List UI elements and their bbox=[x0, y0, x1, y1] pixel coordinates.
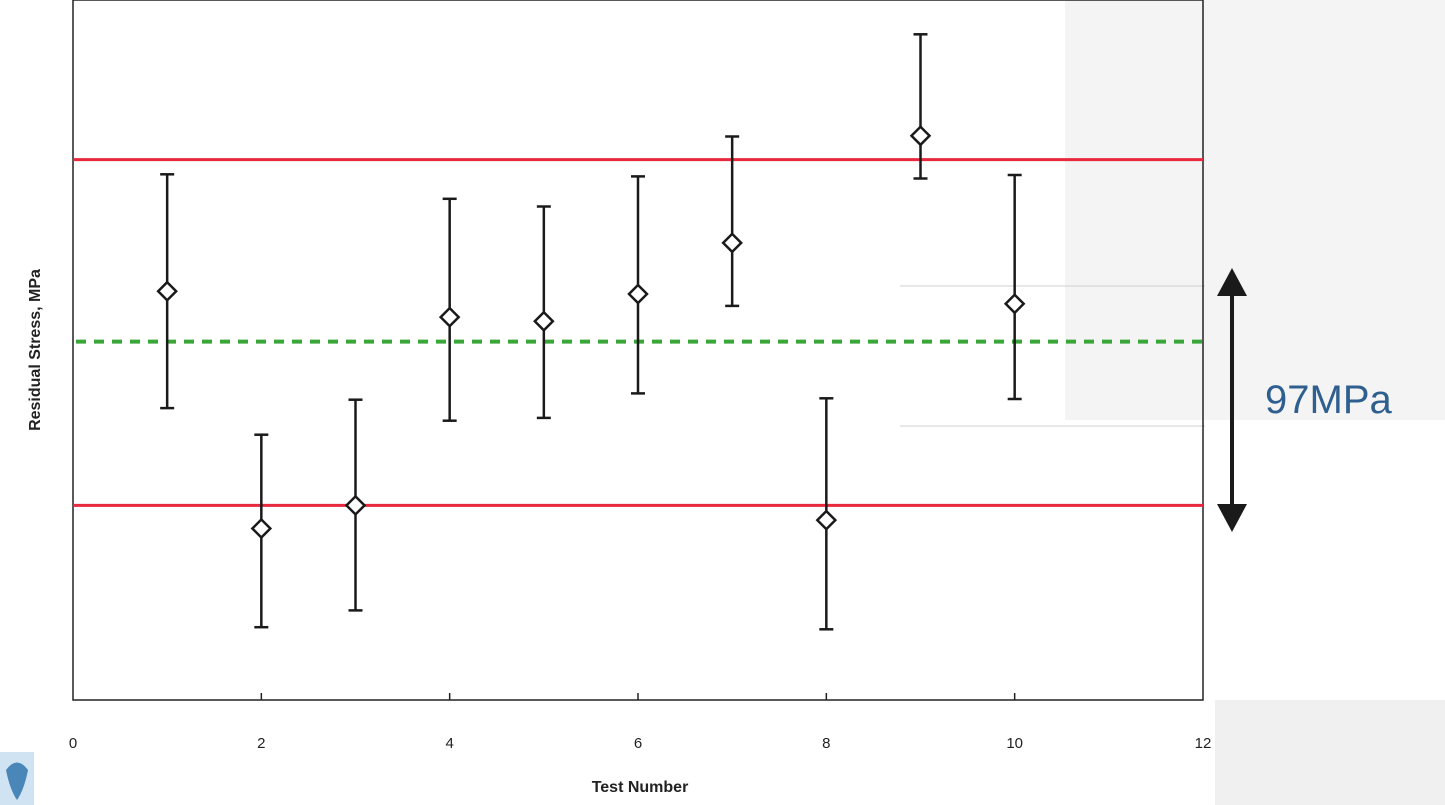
data-point bbox=[533, 205, 555, 420]
data-point bbox=[721, 135, 743, 308]
corner-logo-icon bbox=[0, 752, 34, 805]
range-arrow-top-head bbox=[1217, 268, 1247, 296]
diamond-marker bbox=[344, 494, 367, 517]
x-tick-label: 4 bbox=[445, 735, 453, 752]
range-arrow-bottom-head bbox=[1217, 504, 1247, 532]
range-annotation: 97MPa bbox=[1217, 268, 1392, 532]
x-tick-label: 0 bbox=[69, 735, 77, 752]
diamond-marker bbox=[1003, 293, 1026, 315]
data-point bbox=[815, 397, 838, 631]
data-point bbox=[344, 398, 367, 612]
diamond-marker bbox=[815, 509, 838, 531]
y-axis-label: Residual Stress, MPa bbox=[27, 269, 44, 431]
x-tick-label: 10 bbox=[1006, 735, 1023, 752]
range-annotation-label: 97MPa bbox=[1265, 378, 1392, 422]
data-point bbox=[250, 433, 273, 629]
data-point bbox=[1003, 173, 1026, 401]
x-tick-label: 6 bbox=[634, 735, 642, 752]
x-tick-label: 8 bbox=[822, 735, 830, 752]
background-bleed bbox=[900, 0, 1445, 805]
diamond-marker bbox=[533, 310, 555, 333]
data-points bbox=[156, 33, 1026, 631]
x-tick-label: 2 bbox=[257, 735, 265, 752]
data-point bbox=[438, 197, 461, 422]
diamond-marker bbox=[156, 280, 178, 302]
data-point bbox=[627, 175, 649, 395]
diamond-marker bbox=[627, 283, 649, 305]
diamond-marker bbox=[909, 125, 932, 147]
x-tick-label: 12 bbox=[1195, 735, 1212, 752]
diamond-marker bbox=[721, 232, 743, 254]
x-axis-label: Test Number bbox=[592, 779, 689, 796]
data-point bbox=[156, 173, 178, 410]
x-axis-ticks: 0 2 4 6 8 10 12 bbox=[69, 693, 1212, 752]
data-point bbox=[909, 33, 932, 180]
diamond-marker bbox=[438, 306, 461, 328]
diamond-marker bbox=[250, 517, 273, 540]
